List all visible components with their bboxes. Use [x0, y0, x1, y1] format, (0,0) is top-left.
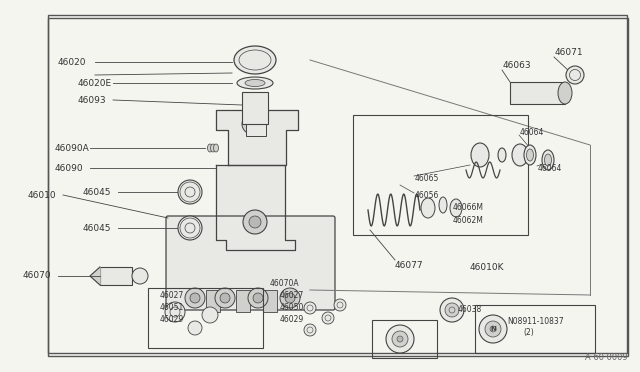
Circle shape — [202, 307, 218, 323]
Bar — [263, 290, 277, 312]
Text: 46038: 46038 — [458, 305, 483, 314]
Text: A·60 0009: A·60 0009 — [586, 353, 628, 362]
Text: 46064: 46064 — [538, 164, 563, 173]
Circle shape — [479, 315, 507, 343]
Circle shape — [190, 293, 200, 303]
Ellipse shape — [471, 143, 489, 167]
Bar — [242, 92, 268, 124]
Text: 46027: 46027 — [160, 292, 184, 301]
Text: 46066M: 46066M — [453, 202, 484, 212]
Circle shape — [280, 288, 300, 308]
Bar — [246, 124, 266, 136]
Text: 46071: 46071 — [555, 48, 584, 57]
Circle shape — [285, 293, 295, 303]
Ellipse shape — [211, 144, 216, 152]
Ellipse shape — [237, 77, 273, 89]
Circle shape — [132, 268, 148, 284]
Text: 46090: 46090 — [55, 164, 84, 173]
Circle shape — [220, 293, 230, 303]
Text: 46027: 46027 — [280, 292, 304, 301]
Ellipse shape — [245, 80, 265, 87]
Circle shape — [304, 302, 316, 314]
Circle shape — [440, 298, 464, 322]
Text: 46063: 46063 — [503, 61, 532, 70]
Text: 46010K: 46010K — [470, 263, 504, 273]
Text: 46093: 46093 — [78, 96, 107, 105]
Circle shape — [445, 303, 459, 317]
Circle shape — [248, 288, 268, 308]
Circle shape — [253, 293, 263, 303]
Polygon shape — [216, 110, 298, 165]
Text: N: N — [490, 326, 496, 332]
Bar — [372, 320, 437, 358]
Circle shape — [165, 302, 185, 322]
Text: 46045: 46045 — [83, 187, 111, 196]
Text: 46090A: 46090A — [55, 144, 90, 153]
Ellipse shape — [566, 66, 584, 84]
Text: 46065: 46065 — [415, 173, 440, 183]
Ellipse shape — [558, 82, 572, 104]
Text: 46070A: 46070A — [270, 279, 300, 289]
Circle shape — [304, 324, 316, 336]
Polygon shape — [90, 267, 100, 285]
Ellipse shape — [527, 149, 534, 161]
Bar — [510, 82, 565, 104]
Ellipse shape — [207, 144, 212, 152]
Circle shape — [386, 325, 414, 353]
Ellipse shape — [450, 199, 462, 217]
Text: 46010: 46010 — [28, 190, 56, 199]
Circle shape — [215, 288, 235, 308]
Circle shape — [185, 288, 205, 308]
Bar — [353, 115, 528, 235]
Bar — [206, 290, 220, 312]
Text: N08911-10837: N08911-10837 — [507, 317, 564, 326]
Text: 46020: 46020 — [58, 58, 86, 67]
Ellipse shape — [234, 46, 276, 74]
Circle shape — [178, 216, 202, 240]
Text: 46077: 46077 — [395, 260, 424, 269]
Text: (2): (2) — [523, 328, 534, 337]
Bar — [236, 290, 250, 312]
Circle shape — [178, 180, 202, 204]
Text: 46050: 46050 — [280, 304, 305, 312]
Text: 46045: 46045 — [83, 224, 111, 232]
Circle shape — [188, 321, 202, 335]
FancyBboxPatch shape — [166, 216, 335, 310]
Text: 46020E: 46020E — [78, 78, 112, 87]
Text: 46029: 46029 — [160, 315, 184, 324]
Ellipse shape — [498, 148, 506, 162]
Bar — [475, 305, 595, 353]
Circle shape — [490, 326, 496, 332]
Bar — [148, 288, 263, 348]
Ellipse shape — [421, 198, 435, 218]
Text: 46051: 46051 — [160, 304, 184, 312]
Text: 46064: 46064 — [520, 128, 545, 137]
Circle shape — [243, 210, 267, 234]
Circle shape — [249, 216, 261, 228]
Ellipse shape — [545, 154, 552, 166]
Bar — [100, 267, 132, 285]
Text: 46062M: 46062M — [453, 215, 484, 224]
Ellipse shape — [214, 144, 218, 152]
Circle shape — [242, 114, 262, 134]
Text: 46056: 46056 — [415, 190, 440, 199]
Circle shape — [397, 336, 403, 342]
Ellipse shape — [542, 150, 554, 170]
Ellipse shape — [524, 145, 536, 165]
Text: 46070: 46070 — [23, 272, 52, 280]
Text: 46029: 46029 — [280, 315, 304, 324]
Ellipse shape — [439, 197, 447, 213]
Polygon shape — [216, 165, 295, 250]
Circle shape — [485, 321, 501, 337]
Circle shape — [322, 312, 334, 324]
Circle shape — [334, 299, 346, 311]
Ellipse shape — [512, 144, 528, 166]
Circle shape — [392, 331, 408, 347]
